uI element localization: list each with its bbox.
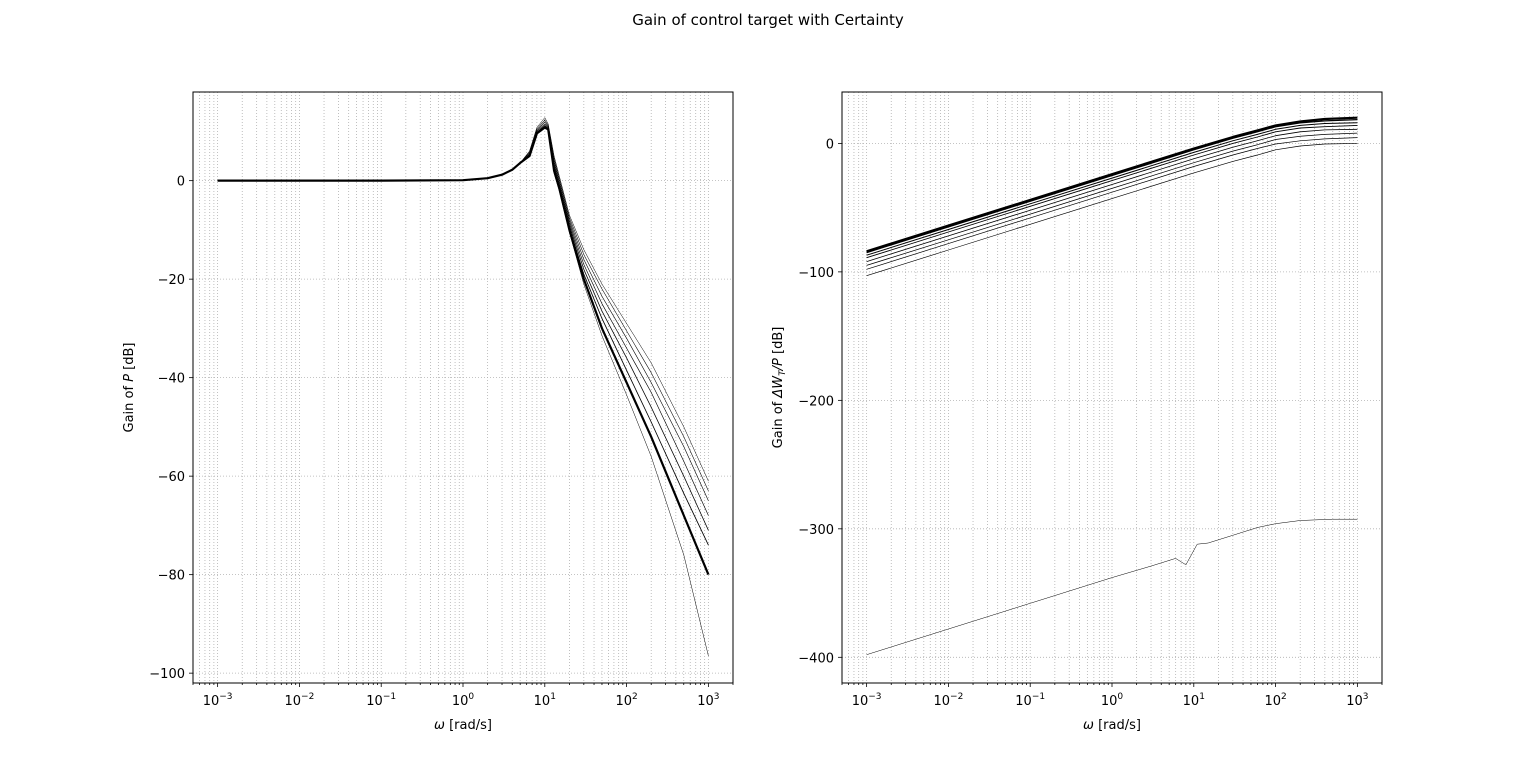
series-line-7 bbox=[866, 137, 1358, 270]
x-tick-label: 103 bbox=[1346, 692, 1368, 709]
plot-frame bbox=[192, 91, 734, 684]
series-line-6 bbox=[866, 132, 1358, 266]
x-axis-label: ω [rad/s] bbox=[434, 718, 492, 733]
x-tick-label: 102 bbox=[1264, 692, 1286, 709]
x-tick-label: 103 bbox=[697, 692, 719, 709]
y-axis-label: Gain of P [dB] bbox=[122, 343, 137, 433]
series-line-3 bbox=[866, 122, 1358, 256]
y-tick-label: −40 bbox=[158, 372, 185, 387]
y-tick-label: −200 bbox=[798, 394, 834, 409]
x-tick-label: 10−1 bbox=[366, 692, 396, 709]
x-tick-label: 102 bbox=[615, 692, 637, 709]
y-tick-label: −400 bbox=[798, 651, 834, 666]
x-tick-label: 100 bbox=[452, 692, 475, 709]
chart-1: 0 −20 −40 −60 −80 −100 10−3 10−2 10−1 100 101 102 10… bbox=[122, 91, 734, 733]
y-axis-label: Gain of ΔWT/P [dB] bbox=[771, 327, 788, 449]
x-tick-label: 100 bbox=[1101, 692, 1124, 709]
series-line-5 bbox=[217, 125, 709, 531]
plot-frame bbox=[841, 91, 1383, 684]
series-line-4 bbox=[866, 124, 1358, 259]
series-line-5 bbox=[866, 128, 1358, 262]
x-tick-label: 10−3 bbox=[203, 692, 233, 709]
y-tick-label: 0 bbox=[826, 137, 834, 152]
series-line-8 bbox=[866, 143, 1358, 277]
x-tick-label: 10−1 bbox=[1015, 692, 1045, 709]
y-tick-label: 0 bbox=[177, 175, 185, 190]
x-tick-label: 10−3 bbox=[852, 692, 882, 709]
y-tick-label: −60 bbox=[158, 470, 185, 485]
x-tick-label: 10−2 bbox=[934, 692, 964, 709]
y-tick-label: −20 bbox=[158, 273, 185, 288]
y-tick-label: −100 bbox=[798, 266, 834, 281]
series-group bbox=[866, 116, 1358, 655]
x-tick-label: 10−2 bbox=[285, 692, 315, 709]
y-tick-label: −80 bbox=[158, 569, 185, 584]
x-tick-label: 101 bbox=[534, 692, 556, 709]
figure-title: Gain of control target with Certainty bbox=[632, 11, 904, 29]
series-group bbox=[217, 117, 710, 656]
x-axis-label: ω [rad/s] bbox=[1083, 718, 1141, 733]
series-line-9 bbox=[866, 518, 1358, 655]
y-tick-label: −300 bbox=[798, 523, 834, 538]
chart-2: 0 −100 −200 −300 −400 10−3 10−2 10−1 100 101 102 10… bbox=[771, 91, 1383, 733]
series-line-2 bbox=[866, 118, 1358, 254]
series-line-8 bbox=[217, 128, 709, 656]
x-tick-label: 101 bbox=[1183, 692, 1205, 709]
series-line-1 bbox=[866, 116, 1358, 253]
y-tick-label: −100 bbox=[149, 667, 185, 682]
